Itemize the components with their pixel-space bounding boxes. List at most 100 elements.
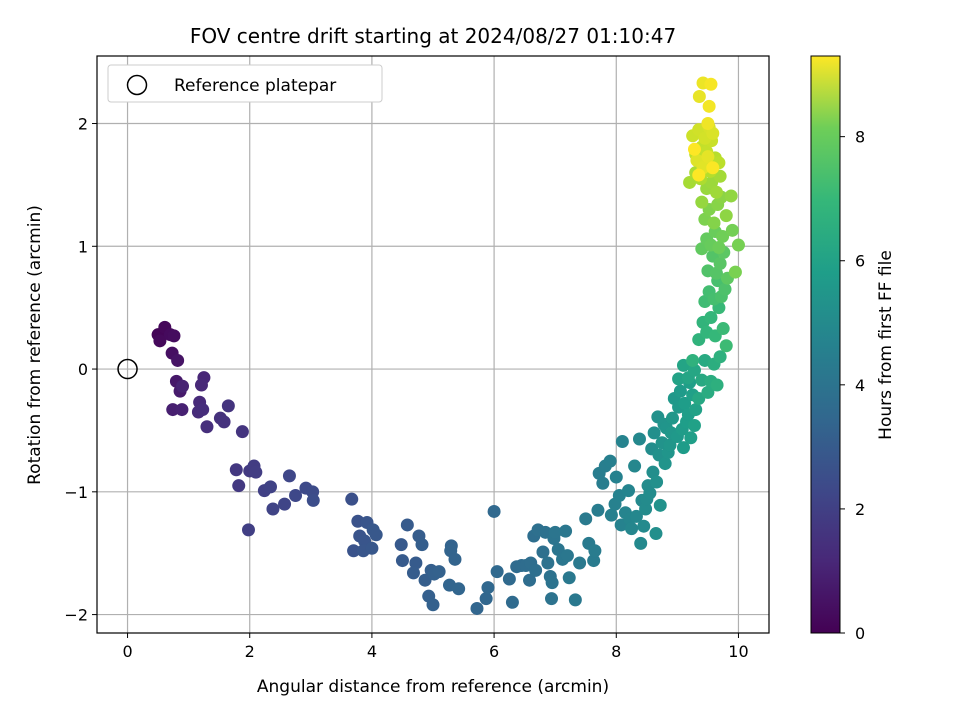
data-point [479,592,493,606]
y-tick-label: 2 [78,115,88,134]
data-point [701,385,715,399]
data-point [689,403,703,417]
data-point [647,426,661,440]
data-point [692,168,706,182]
data-point [400,518,414,532]
data-point [406,566,420,580]
colorbar-tick-label: 0 [855,624,865,643]
data-point [686,353,700,367]
data-point [176,379,190,393]
y-tick-label: 0 [78,360,88,379]
data-point [653,498,667,512]
data-point [263,480,277,494]
x-axis-ticks: 0 2 4 6 8 10 [122,633,749,661]
data-point [394,538,408,552]
data-point [153,334,167,348]
data-point [242,523,256,537]
data-point [706,126,720,140]
data-point [545,576,559,590]
data-point [704,310,718,324]
data-point [395,554,409,568]
data-point [658,457,672,471]
data-point [306,493,320,507]
colorbar-tick-label: 8 [855,128,865,147]
colorbar-tick-label: 6 [855,252,865,271]
data-point [426,598,440,612]
data-point [724,189,738,203]
data-point [701,150,715,164]
data-point [629,509,643,523]
data-point [687,363,701,377]
data-point [663,438,677,452]
data-point [665,411,679,425]
data-point [505,595,519,609]
data-point [702,99,716,113]
data-point [713,350,727,364]
colorbar-label: Hours from first FF file [876,250,896,440]
data-point [196,403,210,417]
y-axis-ticks: −2 −1 0 1 2 [64,115,97,625]
data-point [175,403,189,417]
y-tick-label: 1 [78,237,88,256]
data-point [487,504,501,518]
colorbar: 0 2 4 6 8 Hours from first FF file [810,55,896,643]
data-point [278,497,292,511]
data-point [692,392,706,406]
colorbar-gradient [810,55,841,634]
data-point [194,378,208,392]
data-point [643,486,657,500]
data-point [713,256,727,270]
data-point [541,556,555,570]
data-point [559,524,573,538]
data-point [695,195,709,209]
y-axis-label: Rotation from reference (arcmin) [25,205,45,485]
plot-frame [96,55,770,634]
data-point [588,544,602,558]
x-tick-label: 6 [489,642,499,661]
data-points [151,76,745,615]
data-point [687,419,701,433]
data-point [232,479,246,493]
legend-entry-reference: Reference platepar [174,76,336,96]
data-point [282,469,296,483]
data-point [470,601,484,615]
data-point [562,571,576,585]
data-point [709,266,723,280]
data-point [502,572,516,586]
reference-point-marker [117,358,138,380]
legend-marker-icon [126,74,148,96]
data-point [707,216,721,230]
x-tick-label: 10 [728,642,748,661]
data-point [200,420,214,434]
data-point [676,441,690,455]
data-point [716,229,730,243]
data-point [217,415,231,429]
data-point [481,581,495,595]
data-point [684,431,698,445]
y-tick-label: −1 [64,483,88,502]
data-point [409,556,423,570]
data-point [365,541,379,555]
data-point [628,459,642,473]
colorbar-tick-label: 2 [855,500,865,519]
x-axis-label: Angular distance from reference (arcmin) [257,677,609,697]
data-point [229,463,243,477]
data-point [235,425,249,439]
data-point [609,470,623,484]
data-point [369,528,383,542]
data-point [573,556,587,570]
data-point [632,432,646,446]
legend-box [107,64,383,103]
x-tick-label: 0 [122,642,132,661]
colorbar-ticks: 0 2 4 6 8 [840,128,865,643]
data-point [678,396,692,410]
data-point [249,465,263,479]
data-point [731,238,745,252]
data-point [448,552,462,566]
data-point [719,209,733,223]
data-point [639,502,653,516]
data-point [603,454,617,468]
data-point [167,329,181,343]
legend: Reference platepar [107,64,383,103]
